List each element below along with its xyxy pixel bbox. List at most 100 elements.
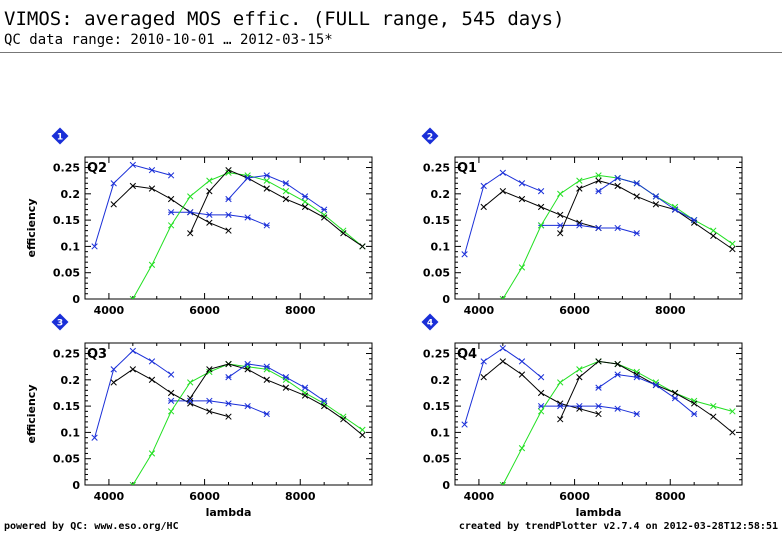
data-point xyxy=(518,445,526,452)
series-line-green xyxy=(502,174,733,299)
marker-stroke xyxy=(557,400,564,407)
data-point xyxy=(557,416,564,423)
page-title: VIMOS: averaged MOS effic. (FULL range, … xyxy=(4,8,565,30)
data-point xyxy=(557,222,564,229)
data-point xyxy=(282,195,290,203)
marker-stroke xyxy=(729,408,736,415)
panel-badge-diamond xyxy=(421,127,439,145)
series-line-blue xyxy=(598,177,695,221)
marker-stroke xyxy=(282,195,290,203)
data-point xyxy=(340,416,347,423)
marker-stroke xyxy=(480,203,487,211)
data-point xyxy=(148,185,156,192)
marker-stroke xyxy=(595,177,602,184)
data-point xyxy=(244,214,251,221)
x-tick-label: 6000 xyxy=(189,304,220,317)
series-line-blue xyxy=(228,174,325,211)
data-point xyxy=(225,166,232,174)
data-point xyxy=(652,201,660,208)
data-point xyxy=(167,397,175,405)
data-point xyxy=(340,227,347,234)
series-line-black xyxy=(189,169,363,247)
data-point xyxy=(187,379,194,386)
data-point xyxy=(557,211,564,219)
panel-badge-number: 1 xyxy=(57,133,63,143)
marker-stroke xyxy=(557,190,564,197)
y-axis-label: efficiency xyxy=(25,384,38,443)
data-point xyxy=(148,358,156,365)
data-point xyxy=(595,172,602,179)
marker-stroke xyxy=(301,392,309,399)
marker-stroke xyxy=(557,230,564,237)
data-point xyxy=(301,193,309,200)
data-point xyxy=(499,358,506,365)
data-point xyxy=(557,379,564,386)
marker-stroke xyxy=(282,384,290,391)
data-point xyxy=(499,345,506,352)
data-point xyxy=(282,374,290,381)
y-tick-label: 0.25 xyxy=(53,162,80,175)
x-tick-label: 8000 xyxy=(655,490,686,503)
data-point xyxy=(321,214,328,221)
data-point xyxy=(187,397,194,405)
marker-stroke xyxy=(576,366,583,373)
data-point xyxy=(206,397,213,405)
data-point xyxy=(595,177,602,184)
data-point xyxy=(499,481,506,485)
marker-stroke xyxy=(148,450,156,457)
series-group xyxy=(91,347,366,485)
data-point xyxy=(244,366,251,373)
marker-stroke xyxy=(729,245,736,253)
chart-panel-q1: 2 4000 6000 8000 0 0.05 0.1 0.15 0.2 0.25 Q1 xyxy=(421,127,743,317)
data-point xyxy=(129,347,136,355)
series-line-blue xyxy=(94,164,172,247)
marker-stroke xyxy=(187,193,194,200)
marker-stroke xyxy=(710,227,717,234)
data-point xyxy=(225,413,232,420)
data-point xyxy=(614,224,621,232)
marker-stroke xyxy=(595,172,602,179)
data-point xyxy=(206,366,213,373)
marker-stroke xyxy=(576,219,583,226)
marker-stroke xyxy=(187,230,194,237)
data-point xyxy=(244,402,251,410)
marker-stroke xyxy=(461,251,468,258)
data-point xyxy=(614,174,621,182)
x-tick-label: 6000 xyxy=(559,490,590,503)
data-point xyxy=(110,379,117,386)
data-point xyxy=(518,180,526,187)
data-point xyxy=(148,450,156,457)
data-point xyxy=(633,374,640,381)
panel-label: Q2 xyxy=(87,161,107,176)
marker-stroke xyxy=(225,166,232,174)
x-tick-label: 4000 xyxy=(94,304,125,317)
data-point xyxy=(691,216,698,224)
marker-stroke xyxy=(576,405,583,412)
data-point xyxy=(595,224,602,232)
marker-stroke xyxy=(499,358,506,365)
marker-stroke xyxy=(167,389,175,397)
data-point xyxy=(576,177,583,184)
panel-label: Q1 xyxy=(457,161,477,176)
marker-stroke xyxy=(263,376,270,383)
data-point xyxy=(576,219,583,226)
data-point xyxy=(167,195,175,203)
marker-stroke xyxy=(206,366,213,373)
marker-stroke xyxy=(263,177,270,184)
marker-stroke xyxy=(110,201,117,208)
data-point xyxy=(301,203,309,211)
data-point xyxy=(537,408,545,415)
data-point xyxy=(691,410,698,418)
series-group xyxy=(461,169,736,299)
y-tick-label: 0 xyxy=(72,293,80,306)
data-point xyxy=(91,434,98,441)
marker-stroke xyxy=(263,185,270,192)
data-point xyxy=(359,426,366,433)
data-point xyxy=(537,222,545,229)
x-axis-label: lambda xyxy=(576,506,622,519)
series-line-blue xyxy=(541,224,637,234)
marker-stroke xyxy=(518,358,526,365)
marker-stroke xyxy=(691,400,698,407)
data-point xyxy=(187,400,194,407)
marker-stroke xyxy=(244,366,251,373)
